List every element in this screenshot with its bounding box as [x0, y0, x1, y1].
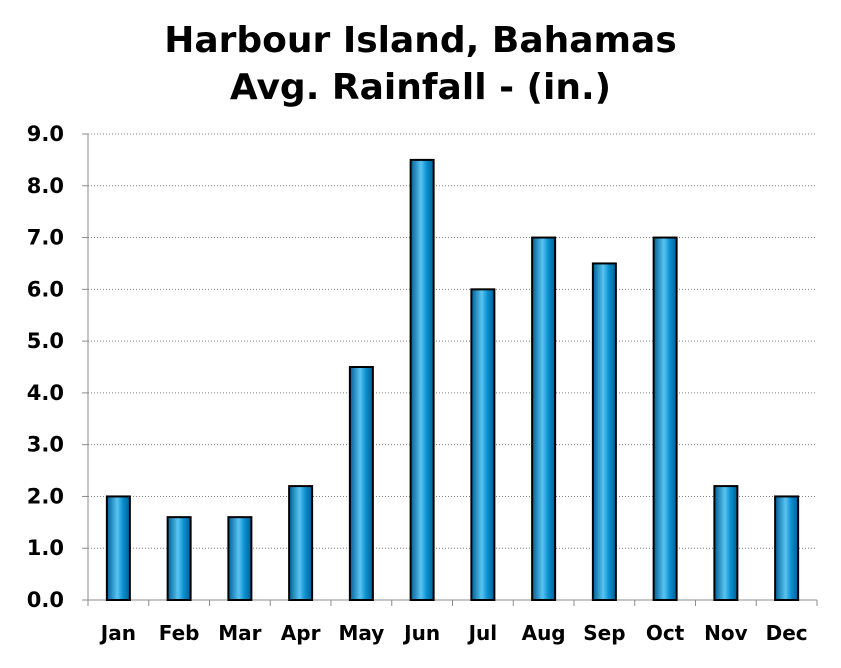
x-tick-label: Mar [218, 621, 261, 645]
x-tick-label: Aug [522, 621, 566, 645]
bars [105, 158, 800, 602]
y-tick-label: 8.0 [27, 174, 64, 198]
x-tick-label: May [338, 621, 384, 645]
x-tick-label: Apr [281, 621, 321, 645]
bar-apr [288, 485, 314, 602]
bar-jan [105, 495, 131, 602]
x-tick-label: Jun [402, 621, 440, 645]
bar-nov [713, 485, 739, 602]
bar-dec [774, 495, 800, 602]
x-tick-label: Oct [646, 621, 685, 645]
bar-jul [470, 288, 496, 601]
bar-mar [227, 516, 253, 602]
chart-title-line-2: Avg. Rainfall - (in.) [229, 67, 612, 108]
bar-sep [591, 262, 617, 601]
bar-oct [652, 236, 678, 602]
x-tick-label: Jul [467, 621, 498, 645]
chart-title-line-1: Harbour Island, Bahamas [164, 20, 677, 61]
bar-jun [409, 158, 435, 601]
y-tick-label: 2.0 [27, 484, 64, 508]
x-tick-label: Jan [99, 621, 136, 645]
bar-feb [166, 516, 192, 602]
x-tick-label: Feb [159, 621, 200, 645]
y-tick-label: 7.0 [27, 226, 64, 250]
axes [82, 133, 818, 606]
y-tick-label: 3.0 [27, 433, 64, 457]
y-tick-label: 4.0 [27, 381, 64, 405]
y-tick-label: 5.0 [27, 329, 64, 353]
y-tick-labels: 0.0 1.0 2.0 3.0 4.0 5.0 6.0 7.0 8.0 9.0 [27, 122, 64, 612]
x-tick-label: Sep [583, 621, 625, 645]
y-tick-label: 6.0 [27, 277, 64, 301]
y-tick-label: 1.0 [27, 536, 64, 560]
y-tick-label: 0.0 [27, 588, 64, 612]
x-tick-label: Nov [704, 621, 748, 645]
y-tick-label: 9.0 [27, 122, 64, 146]
x-tick-label: Dec [766, 621, 808, 645]
bar-aug [531, 236, 557, 602]
x-tick-labels: Jan Feb Mar Apr May Jun Jul Aug Sep Oct Nov Dec [99, 621, 808, 645]
bar-may [348, 366, 374, 601]
gridlines [88, 133, 817, 549]
